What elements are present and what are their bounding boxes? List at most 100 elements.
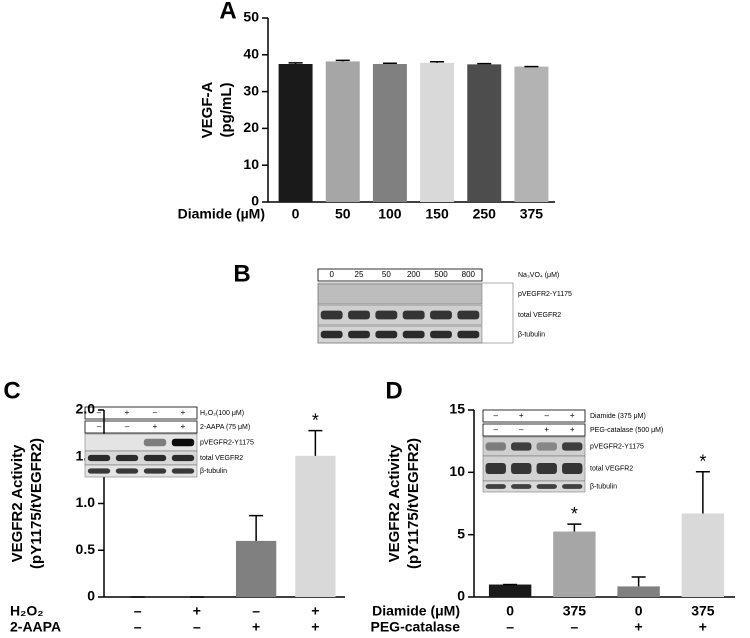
condition-level: – xyxy=(134,603,142,619)
condition-name: 2-AAPA xyxy=(10,619,61,635)
x-tick-label: 375 xyxy=(520,206,544,222)
lane-label: 800 xyxy=(462,270,476,279)
condition-level: 0 xyxy=(506,603,514,619)
lane-label: 0 xyxy=(329,270,334,279)
lane-label: – xyxy=(125,422,130,431)
condition-name: PEG-catalase xyxy=(371,619,461,635)
blot-row-label: pVEGFR2-Y1175 xyxy=(590,443,644,450)
blot-band xyxy=(348,310,370,320)
blot-row-label: β-tubulin xyxy=(200,468,227,475)
treatment-label: PEG-catalase (500 μM) xyxy=(590,427,663,434)
blot-band xyxy=(171,438,195,447)
blot-band xyxy=(457,330,480,339)
panel-label: B xyxy=(233,260,250,287)
blot-band xyxy=(536,442,557,451)
condition-level: + xyxy=(311,619,319,635)
condition-level: – xyxy=(252,603,260,619)
y-tick-label: 20 xyxy=(243,119,259,135)
blot-band xyxy=(536,463,557,474)
lane-label: – xyxy=(153,408,158,417)
y-tick-label: 0 xyxy=(251,193,259,209)
y-tick-label: 0 xyxy=(457,588,465,604)
lane-label: – xyxy=(97,408,102,417)
x-tick-label: 50 xyxy=(335,206,351,222)
blot-band xyxy=(320,330,343,339)
blot-band xyxy=(87,454,111,462)
lane-label: 50 xyxy=(382,270,391,279)
bar xyxy=(617,586,660,597)
panel-label: D xyxy=(385,377,402,404)
bar xyxy=(488,584,532,597)
bar xyxy=(467,64,502,202)
blot-band xyxy=(143,454,167,462)
treatment-label: H₂O₂(100 μM) xyxy=(200,410,244,417)
lane-label: + xyxy=(519,411,524,420)
blot-row-label: β-tubulin xyxy=(518,331,545,338)
blot-band xyxy=(511,442,532,451)
y-tick-label: 30 xyxy=(243,82,259,98)
bar xyxy=(553,531,596,597)
bar xyxy=(420,62,455,203)
y-tick-label: 10 xyxy=(449,463,465,479)
bar xyxy=(235,540,277,597)
lane-label: + xyxy=(181,422,186,431)
lane-label: – xyxy=(519,425,524,434)
blot-band xyxy=(115,454,139,462)
treatment-label: 2-AAPA (75 μM) xyxy=(200,424,250,431)
blot-row xyxy=(482,480,586,493)
condition-level: + xyxy=(635,619,643,635)
error-bar xyxy=(382,62,397,65)
lane-label: + xyxy=(181,408,186,417)
y-tick-label: 50 xyxy=(243,9,259,25)
condition-level: + xyxy=(311,603,319,619)
x-tick-label: 250 xyxy=(473,206,497,222)
lane-label: + xyxy=(153,422,158,431)
blot-band xyxy=(536,484,557,489)
bar xyxy=(295,455,336,597)
blot-band xyxy=(485,442,506,451)
blot-row-label: β-tubulin xyxy=(590,483,617,490)
y-tick-label: 15 xyxy=(449,401,465,417)
y-tick-label: 40 xyxy=(243,46,259,62)
error-bar xyxy=(567,523,582,532)
blot-band xyxy=(348,330,370,339)
x-tick-label: 150 xyxy=(425,206,449,222)
error-bar xyxy=(308,429,323,456)
blot-row xyxy=(84,464,198,478)
lane-label: 500 xyxy=(434,270,448,279)
blot-row-label: total VEGFR2 xyxy=(200,455,243,462)
blot-header-box xyxy=(482,423,586,437)
blot-band xyxy=(115,468,139,474)
bar xyxy=(681,513,725,597)
treatment-label: Na₃VO₄ (μM) xyxy=(518,272,559,279)
condition-level: + xyxy=(252,619,260,635)
condition-level: – xyxy=(570,619,578,635)
condition-level: – xyxy=(193,619,201,635)
blot-band xyxy=(402,330,425,339)
condition-level: 0 xyxy=(635,603,643,619)
blot-band xyxy=(402,310,425,320)
blot-band xyxy=(87,468,111,474)
treatment-label: Diamide (375 μM) xyxy=(590,413,646,420)
blot-header-box xyxy=(84,420,198,434)
blot-frame xyxy=(317,282,514,344)
blot-row-label: total VEGFR2 xyxy=(590,465,633,472)
blot-row-label: pVEGFR2-Y1175 xyxy=(518,291,572,298)
blot-row-label: total VEGFR2 xyxy=(518,312,561,319)
panel-label: A xyxy=(219,0,236,24)
y-tick-label: 0.5 xyxy=(76,541,96,557)
x-axis-title: Diamide (µM) xyxy=(178,206,265,222)
condition-name: H₂O₂ xyxy=(10,603,43,619)
blot-band xyxy=(171,454,195,462)
blot-band xyxy=(143,468,167,474)
lane-label: – xyxy=(494,411,499,420)
blot-band xyxy=(457,310,480,320)
blot-header-box xyxy=(317,268,483,282)
y-tick-label: 10 xyxy=(243,156,259,172)
blot-band xyxy=(375,310,398,320)
blot-header-box xyxy=(482,409,586,423)
blot-band xyxy=(562,484,583,489)
blot-band xyxy=(511,484,532,489)
blot-band xyxy=(562,442,583,451)
lane-label: + xyxy=(570,425,575,434)
